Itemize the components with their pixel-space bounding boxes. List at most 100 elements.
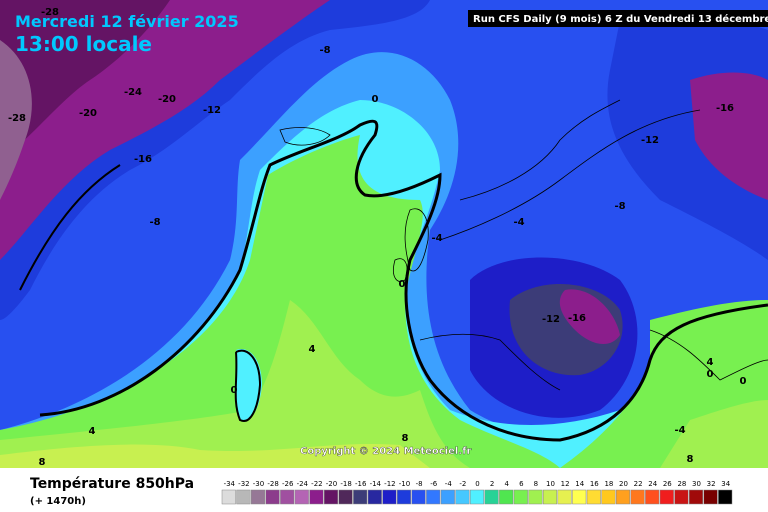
contour-label: 4 xyxy=(707,357,714,368)
contour-label: 0 xyxy=(231,385,238,396)
legend-label: 14 xyxy=(575,480,584,488)
legend-swatch xyxy=(294,489,309,505)
legend-swatch xyxy=(645,489,660,505)
contour-label: -16 xyxy=(716,103,734,114)
legend-label: 20 xyxy=(619,480,628,488)
legend-swatch xyxy=(718,489,733,505)
color-legend: -34 -32 -30 -2 8 -26 -24 -22 -20 -18 -16 -14 -12 -10 -… xyxy=(221,480,733,505)
contour-label: 0 xyxy=(740,376,747,387)
run-box xyxy=(468,10,768,27)
contours xyxy=(19,119,768,442)
footer-lead: (+ 1470h) xyxy=(30,496,86,507)
time: 13:00 locale xyxy=(15,32,152,56)
legend-label: 30 xyxy=(692,480,701,488)
copyright: Copyright © 2024 Meteociel.fr xyxy=(300,446,471,457)
legend-swatch xyxy=(630,489,645,505)
legend-label: -14 xyxy=(370,480,382,488)
legend-label: 4 xyxy=(504,480,509,488)
legend-swatch xyxy=(382,489,397,505)
legend-swatch xyxy=(542,489,558,505)
legend-swatch xyxy=(513,489,528,505)
legend-swatch xyxy=(484,489,499,505)
legend-label: -32 xyxy=(238,480,249,488)
legend-label: 0 xyxy=(475,480,479,488)
contour-label: -20 xyxy=(79,108,97,119)
contour-label: -4 xyxy=(674,425,685,436)
legend-label: -20 xyxy=(326,480,337,488)
legend-label: -16 xyxy=(355,480,367,488)
legend-swatch xyxy=(528,489,543,505)
contour-label: -16 xyxy=(134,154,152,165)
legend-swatch xyxy=(469,489,485,505)
legend-swatch xyxy=(309,489,324,505)
contour-label: 0 xyxy=(372,94,379,105)
contour-label: 0 xyxy=(707,369,714,380)
legend-swatch xyxy=(572,489,587,505)
legend-swatch xyxy=(323,489,339,505)
legend-label: 8 xyxy=(534,480,538,488)
legend-swatch xyxy=(586,489,601,505)
legend-label: 18 xyxy=(604,480,613,488)
contour-label: -8 xyxy=(319,45,330,56)
legend-swatch xyxy=(557,489,572,505)
legend-swatch xyxy=(250,489,266,505)
legend-label: 2 xyxy=(490,480,494,488)
legend-swatch xyxy=(396,489,412,505)
contour-label: -20 xyxy=(158,94,176,105)
run-info: Run CFS Daily (9 mois) 6 Z du Vendredi 1… xyxy=(473,13,768,25)
legend-label: -4 xyxy=(445,480,453,488)
legend-label: 34 xyxy=(721,480,730,488)
legend-swatch xyxy=(367,489,382,505)
legend-swatch xyxy=(601,489,616,505)
contour-label: -4 xyxy=(513,217,524,228)
legend-swatch xyxy=(499,489,514,505)
legend-label: -12 xyxy=(384,480,395,488)
contour-label: 4 xyxy=(89,426,96,437)
legend-label: -10 xyxy=(399,480,410,488)
contour-label: 8 xyxy=(687,454,694,465)
legend-label: -18 xyxy=(340,480,351,488)
contour-label: -12 xyxy=(542,314,560,325)
legend-swatch xyxy=(411,489,426,505)
legend-label: -26 xyxy=(282,480,294,488)
contour-label: -4 xyxy=(431,233,442,244)
legend-swatch xyxy=(703,489,718,505)
legend-swatch xyxy=(280,489,295,505)
contour-label: 8 xyxy=(39,457,46,468)
legend-label: 12 xyxy=(561,480,570,488)
legend-swatch xyxy=(338,489,353,505)
legend-swatch xyxy=(688,489,704,505)
legend-label: -22 xyxy=(311,480,322,488)
legend-label: -30 xyxy=(253,480,264,488)
legend-label: 28 xyxy=(677,480,686,488)
legend-label: -24 xyxy=(297,480,309,488)
footer-title: Température 850hPa xyxy=(30,476,194,492)
contour-label: -8 xyxy=(149,217,160,228)
contour-label: -28 xyxy=(8,113,26,124)
map-fields xyxy=(0,0,768,469)
contour-label: 8 xyxy=(402,433,409,444)
legend-label: -2 xyxy=(459,480,466,488)
legend-label: 22 xyxy=(634,480,643,488)
contour-labels: -28 -28 -24 -20 -20 -12 -8 0 -16 -8 -16 -12 -8 -4 -4 0 -… xyxy=(8,7,747,468)
legend-label: -34 xyxy=(224,480,236,488)
legend-swatch xyxy=(674,489,689,505)
coastlines xyxy=(279,99,768,391)
contour-label: -24 xyxy=(124,87,142,98)
contour-label: 0 xyxy=(399,279,406,290)
date: Mercredi 12 février 2025 xyxy=(15,12,239,31)
legend-swatch xyxy=(236,489,251,505)
legend-label: 24 xyxy=(648,480,657,488)
contour-label: -28 xyxy=(41,7,59,18)
legend-swatch xyxy=(615,489,631,505)
legend-swatch xyxy=(659,489,674,505)
legend-swatch xyxy=(353,489,368,505)
legend-swatch xyxy=(221,489,236,505)
legend-swatch xyxy=(440,489,455,505)
legend-swatch xyxy=(265,489,280,505)
legend-label: 26 xyxy=(663,480,672,488)
legend-label: 10 xyxy=(546,480,555,488)
legend-label: 6 xyxy=(519,480,524,488)
